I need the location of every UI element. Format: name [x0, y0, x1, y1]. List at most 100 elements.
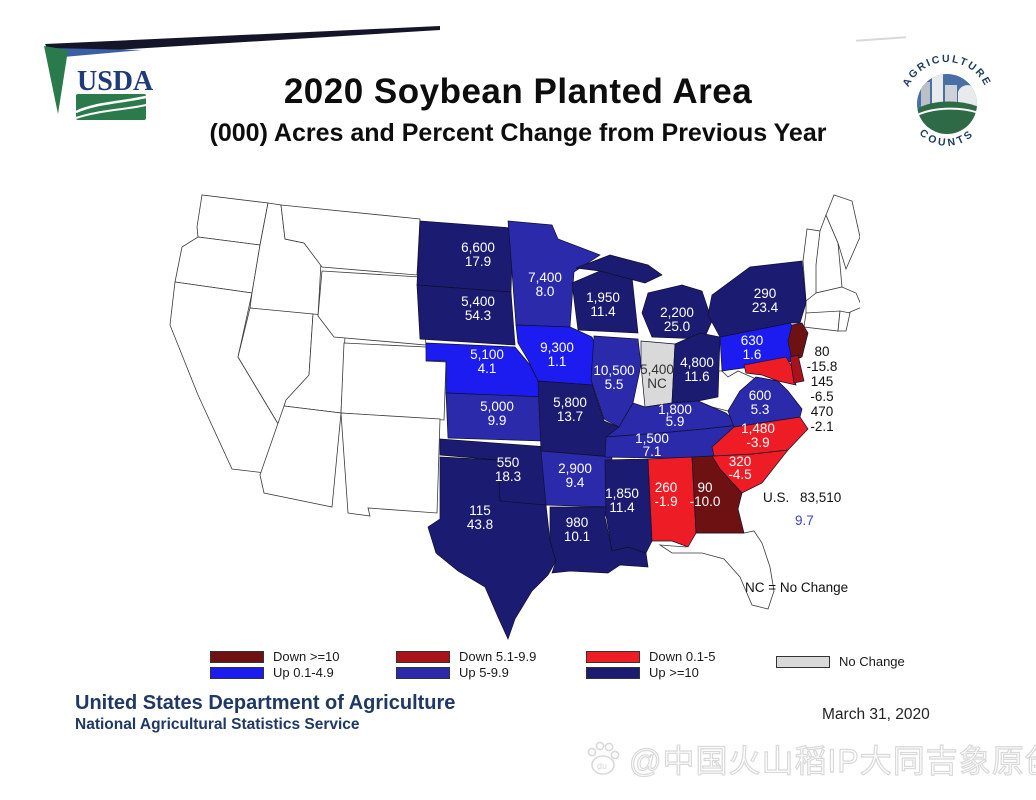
svg-text:-10.0: -10.0 [690, 494, 721, 509]
svg-text:-3.9: -3.9 [746, 435, 769, 450]
watermark-text: @中国火山稻IP大同吉象原创 [628, 742, 1036, 779]
svg-text:U.S.: U.S. [763, 490, 789, 505]
svg-text:145: 145 [811, 374, 834, 389]
state-ME [825, 194, 860, 271]
svg-text:-1.9: -1.9 [654, 494, 677, 509]
svg-text:600: 600 [749, 388, 772, 403]
svg-text:23.4: 23.4 [752, 300, 779, 315]
svg-text:9.4: 9.4 [566, 475, 585, 490]
svg-text:630: 630 [741, 333, 764, 348]
svg-text:-15.8: -15.8 [807, 359, 838, 374]
legend-label: Up 5-9.9 [459, 665, 509, 680]
legend-swatch-down-5-1-9-9 [396, 650, 450, 663]
svg-text:1.1: 1.1 [548, 354, 567, 369]
svg-text:-6.5: -6.5 [810, 389, 833, 404]
legend-label: Down >=10 [273, 649, 340, 664]
agriculture-counts-logo: AGRICULTURE COUNTS [893, 50, 1001, 158]
us-total: U.S. 83,510 9.7 [763, 490, 841, 528]
page-title: 2020 Soybean Planted Area [283, 72, 753, 111]
svg-text:10,500: 10,500 [593, 363, 634, 378]
svg-text:25.0: 25.0 [664, 319, 690, 334]
state-MT [280, 204, 421, 276]
legend-swatch-up-0-1-4-9 [210, 666, 264, 679]
watermark: du @中国火山稻IP大同吉象原创 [583, 736, 1036, 782]
svg-text:1,500: 1,500 [635, 431, 669, 446]
svg-text:5,400: 5,400 [640, 362, 674, 377]
svg-text:5.9: 5.9 [666, 414, 685, 429]
svg-text:17.9: 17.9 [465, 254, 491, 269]
svg-text:9.7: 9.7 [795, 513, 814, 528]
svg-text:NC: NC [647, 376, 667, 391]
state-MI-upper [575, 254, 663, 284]
svg-text:2,200: 2,200 [660, 305, 694, 320]
svg-text:1,950: 1,950 [586, 290, 620, 305]
footer-service: National Agricultural Statistics Service [75, 716, 360, 733]
svg-text:9.9: 9.9 [488, 413, 507, 428]
legend-group-4: No Change [776, 654, 905, 671]
state-MN [507, 220, 601, 328]
usda-logo: USDA [44, 26, 440, 120]
svg-text:5,100: 5,100 [470, 347, 504, 362]
state-LA [549, 506, 649, 574]
svg-text:10.1: 10.1 [564, 529, 590, 544]
svg-text:5,000: 5,000 [480, 399, 514, 414]
svg-text:7.1: 7.1 [643, 444, 662, 459]
svg-text:4.1: 4.1 [478, 361, 497, 376]
legend-label: Up >=10 [649, 665, 699, 680]
state-DE [789, 354, 805, 384]
state-NJ [787, 322, 809, 362]
svg-text:43.8: 43.8 [467, 517, 493, 532]
svg-text:5.5: 5.5 [605, 377, 624, 392]
state-MD [743, 356, 797, 386]
svg-text:2,900: 2,900 [558, 461, 592, 476]
state-AZ [259, 405, 342, 508]
svg-text:80: 80 [814, 344, 829, 359]
legend-swatch-down-0-1-5 [586, 650, 640, 663]
svg-text:13.7: 13.7 [557, 409, 583, 424]
svg-text:8.0: 8.0 [536, 284, 555, 299]
state-NM [340, 412, 441, 517]
state-NY [707, 260, 807, 338]
state-WY [317, 270, 427, 346]
state-SD [416, 284, 516, 346]
svg-text:290: 290 [754, 286, 777, 301]
state-WA [196, 194, 269, 246]
legend-label: No Change [839, 654, 905, 669]
svg-text:11.4: 11.4 [609, 500, 635, 515]
nc-note: NC = No Change [745, 580, 848, 595]
state-TX [427, 456, 557, 640]
svg-text:1,800: 1,800 [658, 402, 692, 417]
legend-group-2: Down 5.1-9.9 Up 5-9.9 [396, 649, 536, 682]
svg-text:320: 320 [729, 454, 752, 469]
svg-text:5,400: 5,400 [461, 294, 495, 309]
svg-text:1.6: 1.6 [743, 347, 762, 362]
footer-agency: United States Department of Agriculture [75, 692, 456, 714]
usda-swoosh [45, 26, 440, 54]
legend-label: Up 0.1-4.9 [273, 665, 334, 680]
release-date: March 31, 2020 [822, 706, 930, 723]
svg-text:5,800: 5,800 [553, 395, 587, 410]
paw-icon: du [587, 741, 620, 775]
legend-label: Down 0.1-5 [649, 649, 716, 664]
svg-text:5.3: 5.3 [751, 402, 770, 417]
usda-field-line-2 [75, 104, 147, 119]
svg-text:1,480: 1,480 [741, 421, 775, 436]
page-subtitle: (000) Acres and Percent Change from Prev… [209, 119, 827, 147]
legend-group-3: Down 0.1-5 Up >=10 [586, 649, 716, 682]
usda-swoosh-blue [50, 48, 142, 58]
state-MI [641, 284, 713, 340]
svg-text:7,400: 7,400 [528, 270, 562, 285]
legend-swatch-up-ge10 [586, 666, 640, 679]
svg-text:du: du [597, 761, 607, 771]
svg-text:-4.5: -4.5 [728, 467, 751, 482]
usda-field-line-1 [75, 95, 147, 114]
legend-swatch-down-ge10 [210, 650, 264, 663]
svg-text:115: 115 [469, 503, 491, 518]
legend-swatch-no-change [776, 655, 830, 668]
svg-text:980: 980 [566, 515, 589, 530]
usda-pennant [44, 46, 68, 114]
state-WI [571, 270, 639, 334]
legend-swatch-up-5-9-9 [396, 666, 450, 679]
